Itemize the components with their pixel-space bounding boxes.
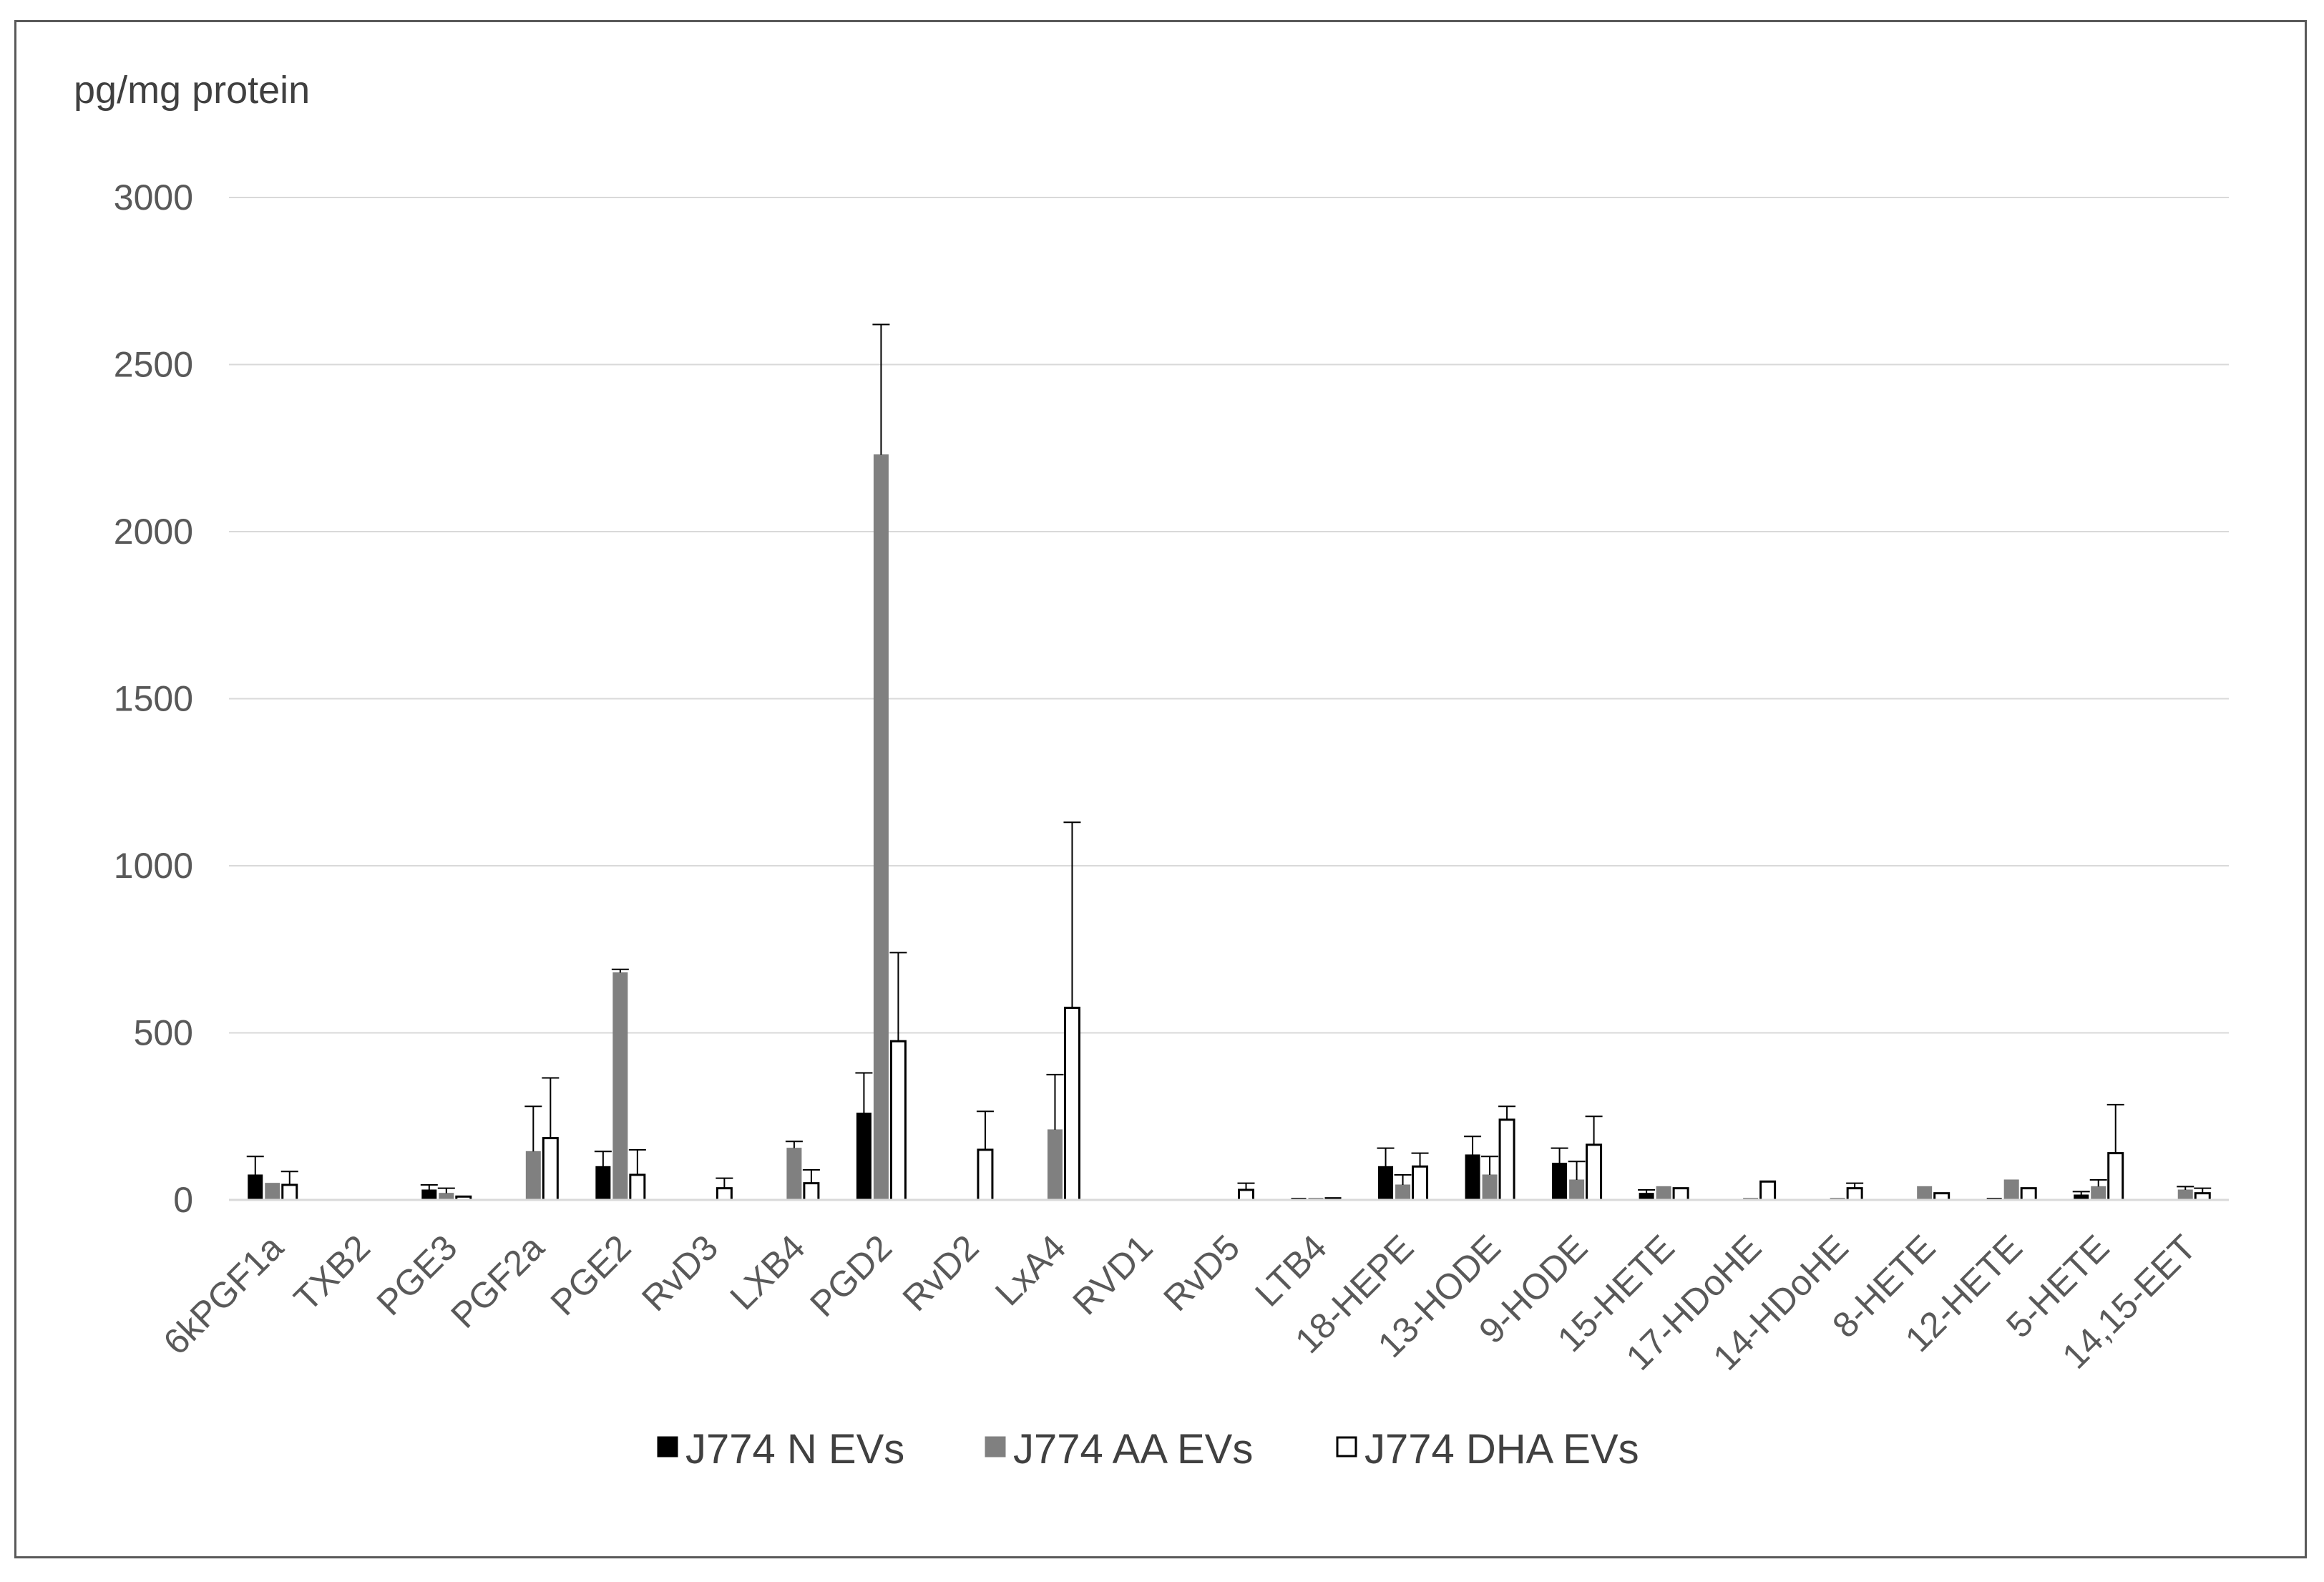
y-tick-label: 2000	[114, 512, 193, 552]
y-tick-label: 1000	[114, 846, 193, 886]
bars	[248, 454, 2211, 1201]
x-tick-label: PGD2	[802, 1227, 899, 1324]
bar-2-15-HETE	[1656, 1186, 1671, 1201]
x-tick-label: RvD5	[1156, 1227, 1247, 1319]
bar-3-17-HDoHE	[1759, 1180, 1777, 1201]
bar-3-RvD3	[716, 1187, 733, 1201]
chart-frame	[14, 20, 2307, 1558]
bar-1-6kPGF1a	[248, 1174, 263, 1201]
bar-3-13-HODE	[1498, 1118, 1515, 1201]
x-tick-label: 6kPGF1a	[156, 1227, 291, 1362]
legend: J774 N EVs J774 AA EVs J774 DHA EVs	[657, 1426, 1639, 1473]
y-tick-label: 500	[134, 1013, 193, 1053]
bar-1-PGE2	[595, 1166, 611, 1201]
bar-3-6kPGF1a	[281, 1183, 298, 1201]
bar-3-PGF2a	[542, 1137, 559, 1201]
bar-1-18-HEPE	[1378, 1166, 1394, 1201]
bar-2-8-HETE	[1917, 1186, 1933, 1201]
bar-1-PGE3	[421, 1189, 437, 1201]
bar-2-LXB4	[786, 1148, 802, 1201]
x-tick-label: LxA4	[987, 1227, 1073, 1313]
y-tick-label: 2500	[114, 345, 193, 385]
bar-3-RvD5	[1238, 1188, 1254, 1201]
y-axis-label: pg/mg protein	[74, 69, 310, 112]
error-bars	[246, 323, 2212, 1195]
bar-2-6kPGF1a	[265, 1183, 280, 1201]
bar-2-9-HODE	[1569, 1179, 1585, 1201]
bar-3-PGD2	[889, 1040, 907, 1201]
bar-3-PGE2	[629, 1173, 646, 1201]
legend-swatch	[657, 1436, 678, 1458]
bar-2-12-HETE	[2003, 1179, 2019, 1201]
bar-3-15-HETE	[1672, 1187, 1689, 1201]
bar-3-RvD2	[977, 1148, 994, 1201]
bar-3-LXB4	[803, 1182, 820, 1201]
bar-2-PGF2a	[525, 1151, 541, 1201]
bar-3-LxA4	[1063, 1006, 1080, 1201]
y-tick-label: 0	[173, 1180, 193, 1220]
bar-2-14,15-EET	[2177, 1189, 2193, 1201]
bar-2-5-HETE	[2091, 1186, 2106, 1201]
legend-swatch	[1336, 1436, 1357, 1458]
bar-3-14-HDoHE	[1846, 1187, 1863, 1201]
bar-2-PGD2	[873, 454, 889, 1201]
x-tick-label: RvD2	[895, 1227, 987, 1319]
x-tick-labels: 6kPGF1aTXB2PGE3PGF2aPGE2RvD3LXB4PGD2RvD2…	[156, 1227, 2204, 1378]
bar-1-PGD2	[856, 1113, 872, 1201]
y-tick-label: 1500	[114, 679, 193, 719]
x-tick-label: PGE2	[543, 1227, 639, 1323]
bar-2-PGE2	[612, 972, 628, 1201]
bar-3-5-HETE	[2107, 1152, 2124, 1201]
gridlines	[229, 197, 2229, 1034]
bar-3-18-HEPE	[1412, 1165, 1429, 1201]
x-tick-label: RVD1	[1065, 1227, 1160, 1322]
x-tick-label: LXB4	[723, 1227, 813, 1317]
legend-label: J774 DHA EVs	[1364, 1426, 1639, 1473]
bar-1-13-HODE	[1465, 1154, 1480, 1201]
bar-2-13-HODE	[1482, 1174, 1498, 1201]
legend-label: J774 N EVs	[685, 1426, 904, 1473]
x-tick-label: PGF2a	[443, 1227, 552, 1336]
bar-2-18-HEPE	[1395, 1184, 1411, 1201]
bar-1-9-HODE	[1552, 1163, 1568, 1201]
bar-3-9-HODE	[1586, 1143, 1603, 1201]
y-tick-label: 3000	[114, 177, 193, 218]
legend-swatch	[985, 1436, 1006, 1458]
bar-3-12-HETE	[2020, 1187, 2037, 1201]
bar-2-LxA4	[1047, 1129, 1063, 1201]
x-tick-label: TXB2	[286, 1227, 378, 1319]
x-tick-label: RvD3	[634, 1227, 726, 1319]
legend-label: J774 AA EVs	[1013, 1426, 1253, 1473]
y-tick-labels: 0 500 1000 1500 2000 2500 3000	[114, 177, 193, 1220]
